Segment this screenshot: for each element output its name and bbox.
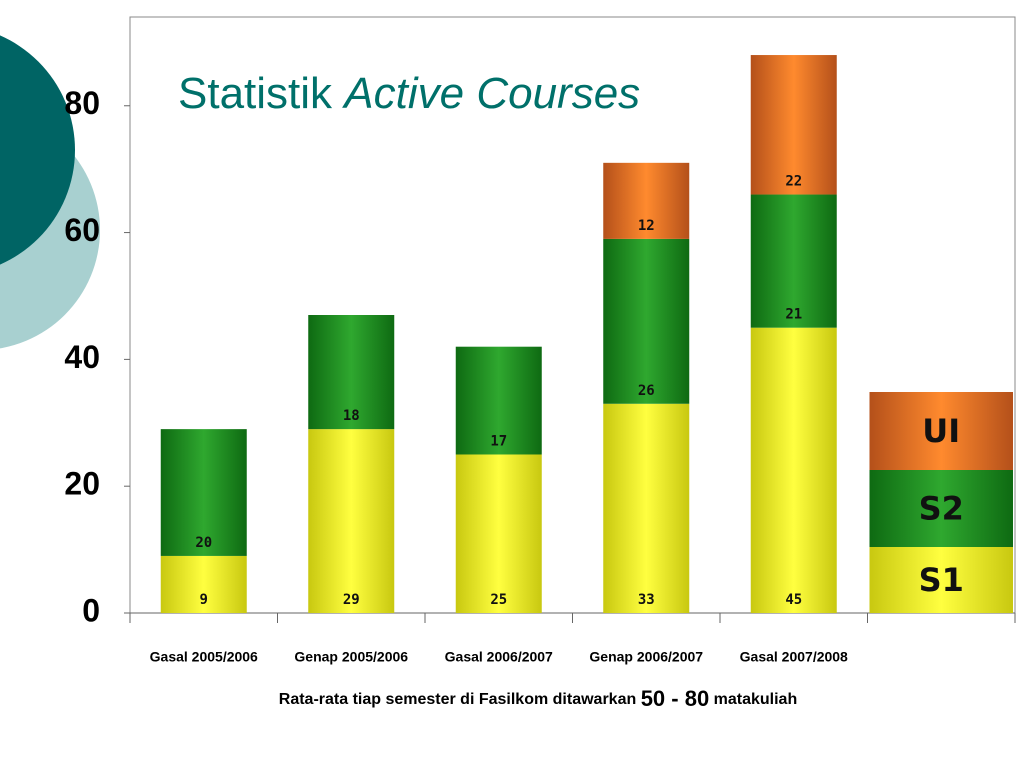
bar-segment (750, 194, 837, 328)
data-label: 20 (195, 535, 212, 551)
x-tick-label: Genap 2006/2007 (589, 649, 703, 665)
y-tick-label: 20 (64, 466, 100, 502)
legend-label: UI (922, 412, 960, 450)
data-label: 21 (785, 307, 802, 323)
data-label: 33 (638, 592, 655, 608)
x-tick-label: Gasal 2005/2006 (150, 649, 258, 665)
bar-segment (750, 55, 837, 195)
legend-swatch (869, 547, 1013, 613)
data-label: 12 (638, 218, 655, 234)
deco-circle (0, 35, 75, 265)
footer-part: 50 - 80 (641, 686, 710, 711)
bar-segment (160, 555, 247, 613)
data-label: 29 (343, 592, 360, 608)
y-tick-label: 0 (82, 592, 100, 628)
data-label: 25 (490, 592, 507, 608)
bar-segment (455, 454, 542, 613)
legend-label: S1 (919, 561, 964, 599)
footer-part: Rata-rata tiap semester di Fasilkom dita… (279, 691, 641, 708)
footer-part: matakuliah (709, 691, 797, 708)
chart-title: Statistik Active Courses (178, 69, 640, 118)
data-label: 26 (638, 383, 655, 399)
data-label: 17 (490, 433, 507, 449)
data-label: 9 (200, 592, 208, 608)
title-part: Active Courses (341, 69, 640, 118)
bar-segment (603, 403, 690, 613)
y-tick-label: 80 (64, 85, 100, 121)
bar-segment (750, 327, 837, 613)
bar-segment (603, 162, 690, 239)
data-label: 22 (785, 174, 802, 190)
title-part: Statistik (178, 69, 344, 118)
bar-segment (308, 315, 395, 430)
legend-swatch (869, 470, 1013, 547)
y-tick-label: 40 (64, 339, 100, 375)
bar-segment (308, 429, 395, 613)
x-tick-label: Gasal 2007/2008 (740, 649, 848, 665)
footer-note: Rata-rata tiap semester di Fasilkom dita… (279, 686, 797, 711)
y-tick-label: 60 (64, 212, 100, 248)
x-tick-label: Gasal 2006/2007 (445, 649, 553, 665)
bar-segment (603, 238, 690, 404)
data-label: 18 (343, 408, 360, 424)
bar-segment (455, 346, 542, 455)
bar-segment (160, 429, 247, 556)
legend-swatch (869, 392, 1013, 470)
data-label: 45 (785, 592, 802, 608)
x-tick-label: Genap 2005/2006 (294, 649, 408, 665)
legend-label: S2 (919, 490, 964, 528)
